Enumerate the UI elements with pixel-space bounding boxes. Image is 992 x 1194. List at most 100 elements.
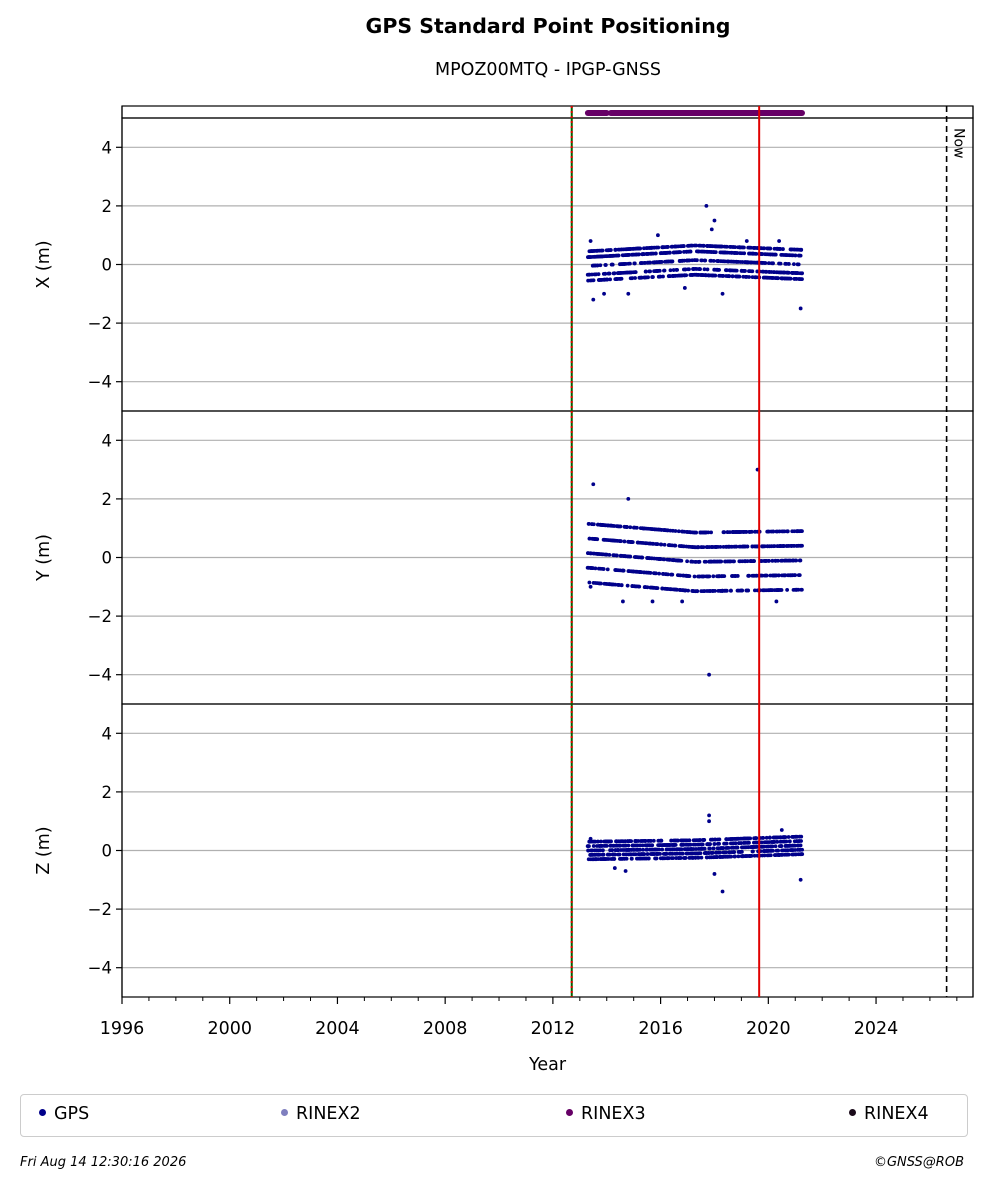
gps-point-z bbox=[683, 856, 688, 860]
gps-point-y bbox=[595, 537, 600, 542]
gps-point-y bbox=[630, 540, 635, 545]
gps-point-z bbox=[650, 843, 655, 848]
gps-outlier-x-9 bbox=[720, 291, 725, 296]
ytick-label-z-4: −4 bbox=[88, 959, 112, 978]
gps-point-y bbox=[794, 558, 799, 563]
gps-point-y bbox=[744, 529, 749, 534]
gps-point-x bbox=[651, 275, 655, 279]
gps-point-y bbox=[706, 530, 711, 535]
xtick-label-1: 2000 bbox=[207, 1019, 252, 1039]
gps-point-x bbox=[607, 271, 612, 276]
gps-point-x bbox=[796, 262, 801, 267]
gps-point-y bbox=[628, 554, 633, 559]
gps-point-z bbox=[659, 838, 664, 843]
gps-point-x bbox=[713, 273, 718, 278]
gps-point-x bbox=[737, 274, 742, 279]
gps-point-y bbox=[653, 571, 658, 576]
gps-point-z bbox=[604, 843, 609, 848]
gps-outlier-y-6 bbox=[650, 599, 655, 604]
xtick-label-6: 2020 bbox=[746, 1019, 791, 1039]
gps-point-z bbox=[598, 839, 603, 844]
gps-point-x bbox=[721, 274, 726, 278]
gps-point-y bbox=[771, 529, 776, 534]
gps-point-z bbox=[660, 847, 665, 852]
gps-point-y bbox=[605, 567, 610, 572]
legend-label-gps: GPS bbox=[54, 1104, 90, 1124]
gps-point-y bbox=[648, 571, 653, 575]
gps-point-z bbox=[767, 835, 772, 840]
gps-point-y bbox=[752, 559, 756, 563]
gps-point-z bbox=[702, 838, 707, 842]
gps-point-y bbox=[621, 568, 626, 573]
gps-outlier-x-8 bbox=[712, 218, 717, 223]
gps-outlier-y-7 bbox=[680, 599, 685, 604]
legend-marker-rinex2 bbox=[281, 1108, 288, 1116]
ytick-label-y-3: −2 bbox=[88, 607, 112, 626]
legend-marker-rinex3 bbox=[566, 1108, 573, 1116]
gps-point-x bbox=[800, 277, 804, 282]
gps-point-y bbox=[718, 544, 723, 549]
gps-point-x bbox=[790, 253, 795, 258]
gps-point-z bbox=[593, 839, 598, 844]
gps-point-y bbox=[719, 559, 724, 564]
gps-point-z bbox=[675, 851, 679, 856]
gps-point-z bbox=[718, 850, 722, 855]
gps-point-z bbox=[613, 852, 618, 857]
gps-point-z bbox=[711, 846, 716, 851]
gps-point-x bbox=[603, 271, 608, 276]
gps-point-z bbox=[640, 843, 645, 848]
gps-point-z bbox=[624, 856, 629, 861]
gps-point-x bbox=[750, 269, 755, 274]
gps-point-x bbox=[605, 277, 609, 282]
gps-point-z bbox=[726, 845, 731, 850]
gps-point-y bbox=[655, 586, 660, 591]
gps-point-z bbox=[784, 839, 789, 844]
gps-point-z bbox=[641, 847, 646, 852]
gps-point-y bbox=[686, 588, 691, 593]
gps-point-x bbox=[684, 273, 689, 278]
gps-outlier-y-3 bbox=[626, 497, 631, 501]
ylabel-y: Y (m) bbox=[34, 534, 54, 582]
gps-point-x bbox=[653, 251, 658, 256]
gps-point-z bbox=[748, 836, 753, 841]
gps-point-z bbox=[698, 851, 703, 856]
gps-point-x bbox=[705, 267, 710, 272]
gps-outlier-z-7 bbox=[798, 877, 803, 882]
gps-point-y bbox=[793, 573, 798, 578]
gps-point-y bbox=[657, 571, 662, 576]
gps-point-z bbox=[670, 851, 675, 856]
gps-point-x bbox=[630, 276, 635, 281]
gps-point-x bbox=[670, 259, 675, 264]
chart-subtitle: MPOZ00MTQ - IPGP-GNSS bbox=[435, 60, 661, 80]
now-label: Now bbox=[951, 128, 967, 159]
gps-point-z bbox=[733, 854, 737, 859]
gps-point-z bbox=[775, 848, 780, 853]
gps-point-y bbox=[673, 543, 678, 548]
gps-point-z bbox=[783, 835, 788, 840]
gps-point-x bbox=[768, 246, 773, 251]
gps-point-z bbox=[612, 857, 617, 861]
gps-point-x bbox=[632, 261, 637, 266]
availability-strip-frame bbox=[121, 105, 974, 119]
gps-point-y bbox=[799, 587, 804, 592]
gps-point-x bbox=[726, 259, 731, 264]
gps-point-z bbox=[667, 856, 671, 861]
gps-point-x bbox=[637, 252, 641, 257]
gps-point-x bbox=[628, 261, 632, 266]
xtick-label-3: 2008 bbox=[423, 1019, 468, 1039]
gps-point-y bbox=[658, 557, 663, 561]
gps-point-x bbox=[608, 248, 613, 252]
gps-point-x bbox=[616, 253, 621, 258]
gps-point-y bbox=[619, 583, 624, 588]
gps-point-x bbox=[798, 253, 803, 258]
legend-marker-rinex4 bbox=[849, 1108, 856, 1116]
gps-point-x bbox=[648, 260, 652, 265]
gps-point-x bbox=[762, 246, 767, 251]
gps-point-z bbox=[699, 855, 704, 860]
gps-point-z bbox=[724, 841, 729, 846]
ylabel-x: X (m) bbox=[34, 240, 54, 288]
gps-point-y bbox=[800, 543, 804, 548]
legend-label-rinex3: RINEX3 bbox=[581, 1104, 646, 1124]
gps-point-z bbox=[587, 844, 591, 848]
gps-outlier-y-8 bbox=[774, 599, 779, 604]
